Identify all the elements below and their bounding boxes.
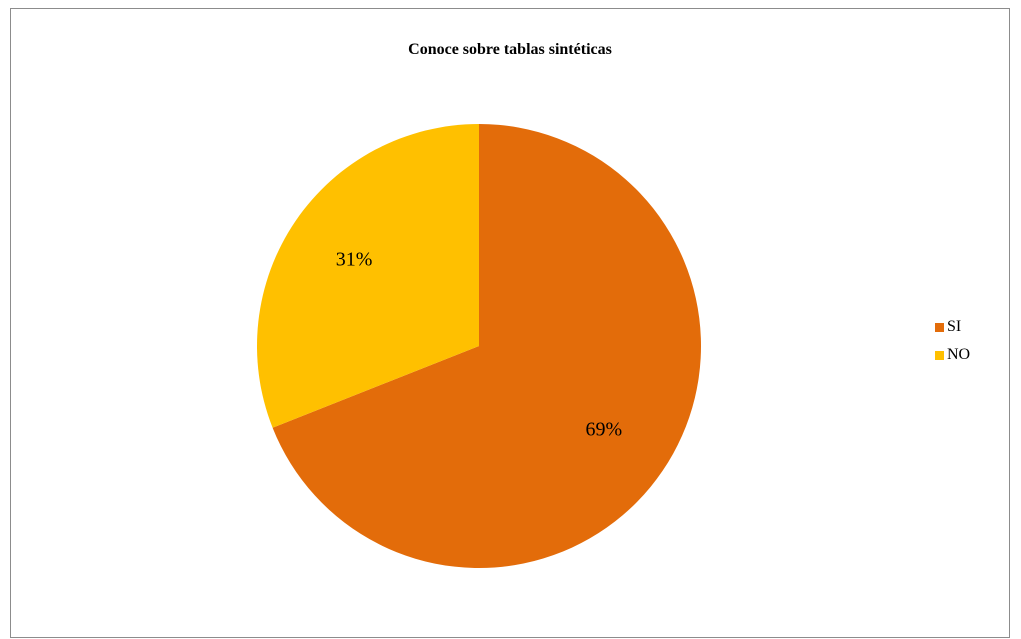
pie-slice-no: [257, 124, 479, 428]
legend-swatch-no: [935, 350, 944, 360]
pie-slice-si: [272, 124, 702, 568]
chart-title: Conoce sobre tablas sintéticas: [408, 41, 612, 58]
legend-label-si: SI: [947, 318, 962, 335]
data-label-no: 31%: [336, 249, 373, 271]
legend: SI NO: [935, 317, 970, 373]
data-label-si: 69%: [586, 418, 623, 440]
legend-item-no: NO: [935, 345, 970, 365]
legend-swatch-si: [935, 322, 944, 332]
pie-chart: 69% 31%: [257, 124, 702, 568]
legend-label-no: NO: [947, 346, 971, 363]
chart-area: Conoce sobre tablas sintéticas 69% 31% SI…: [10, 8, 1010, 638]
legend-item-si: SI: [935, 317, 970, 337]
